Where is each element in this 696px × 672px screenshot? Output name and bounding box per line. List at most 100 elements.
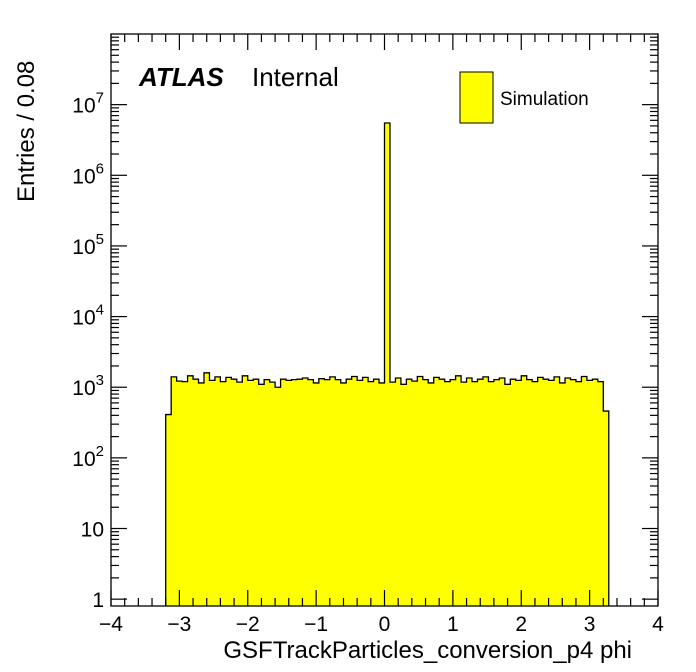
histogram-bar — [171, 376, 178, 606]
histogram-bar — [231, 379, 238, 606]
histogram-bar — [286, 380, 292, 606]
histogram-bar — [433, 377, 440, 606]
histogram-bar — [384, 122, 391, 606]
atlas-label-bold: ATLAS — [138, 62, 224, 92]
x-tick-label: 0 — [379, 613, 391, 636]
histogram-bar — [351, 376, 358, 606]
x-axis-title: GSFTrackParticles_conversion_p4 phi — [223, 637, 632, 664]
legend-label-simulation: Simulation — [500, 89, 589, 110]
x-tick-label: 2 — [515, 613, 527, 636]
histogram-bar — [193, 379, 199, 606]
histogram-bar — [198, 382, 205, 606]
histogram-bar — [488, 381, 495, 606]
histogram-bar — [318, 378, 325, 606]
histogram-bar — [444, 381, 451, 606]
y-tick-label: 107 — [72, 90, 104, 118]
histogram-bar — [570, 379, 577, 606]
x-tick-label: 3 — [584, 613, 596, 636]
histogram-bar — [515, 380, 522, 606]
histogram-bar — [417, 376, 424, 606]
histogram-bar — [176, 381, 183, 606]
histogram-outline — [165, 122, 610, 606]
x-tick-label: 1 — [447, 613, 459, 636]
legend-swatch-simulation — [459, 71, 494, 124]
plot-frame — [110, 33, 659, 607]
histogram-bar — [450, 379, 457, 606]
histogram-bar — [313, 382, 320, 606]
histogram-bar — [439, 379, 446, 606]
y-tick-label: 105 — [72, 231, 104, 259]
histogram-bar — [499, 378, 506, 606]
histogram-bar — [307, 379, 314, 606]
histogram-bar — [236, 382, 243, 606]
histogram-bar — [258, 384, 265, 606]
histogram-bar — [340, 382, 347, 606]
y-tick-labels: 1 10 102 103 104 105 106 107 — [72, 90, 104, 613]
histogram-bar — [565, 378, 571, 606]
x-tick-labels: −4 −3 −2 −1 0 1 2 3 4 — [99, 613, 664, 636]
histogram-bar — [247, 380, 254, 606]
histogram-bar — [504, 384, 511, 606]
histogram-bar — [165, 414, 172, 606]
histogram-bar — [455, 375, 462, 606]
histogram-bar — [220, 381, 227, 606]
histogram-bar — [592, 379, 599, 606]
histogram-bar — [253, 379, 260, 606]
histogram-bar — [472, 381, 478, 606]
histogram-bar — [362, 377, 369, 606]
atlas-label-internal: Internal — [252, 62, 339, 92]
histogram-bar — [209, 380, 216, 606]
histogram-bar — [603, 411, 610, 606]
histogram-bar — [559, 382, 566, 606]
histogram-bar — [581, 376, 588, 606]
histogram-bar — [357, 380, 364, 606]
histogram-bar — [242, 375, 249, 606]
histogram-bars — [165, 122, 610, 606]
y-tick-label: 10 — [81, 519, 104, 542]
histogram-bar — [329, 376, 336, 606]
histogram-bar — [586, 380, 593, 606]
histogram-bar — [291, 379, 298, 606]
histogram-bar — [187, 375, 194, 606]
histogram-bar — [368, 381, 374, 606]
histogram-bar — [395, 378, 402, 606]
x-tick-label: −2 — [236, 613, 260, 636]
atlas-label: ATLAS Internal — [138, 62, 339, 92]
histogram-bar — [422, 379, 429, 606]
axis-ticks — [110, 34, 659, 606]
histogram-bar — [493, 379, 500, 606]
histogram-bar — [597, 381, 604, 606]
histogram-bar — [225, 377, 232, 606]
histogram-bar — [275, 387, 281, 606]
histogram-bar — [335, 379, 342, 606]
histogram-bar — [379, 382, 385, 606]
histogram-bar — [269, 382, 276, 606]
x-tick-label: −3 — [167, 613, 191, 636]
histogram-bar — [428, 382, 435, 606]
y-tick-label: 1 — [92, 589, 104, 612]
histogram-bar — [554, 376, 560, 606]
histogram-bar — [521, 375, 528, 606]
histogram-bar — [526, 379, 533, 606]
legend: Simulation — [459, 71, 589, 124]
histogram-bar — [400, 384, 407, 606]
histogram-bar — [575, 381, 582, 606]
histogram-bar — [324, 379, 331, 606]
histogram-bar — [466, 378, 473, 606]
y-tick-label: 104 — [72, 302, 104, 330]
x-tick-label: −1 — [304, 613, 328, 636]
histogram-bar — [182, 381, 188, 606]
histogram-bar — [510, 379, 517, 606]
y-tick-label: 106 — [72, 160, 104, 188]
histogram-bar — [302, 378, 309, 606]
x-tick-label: −4 — [99, 613, 123, 636]
histogram-bar — [411, 381, 418, 606]
histogram-bar — [537, 377, 544, 606]
x-tick-label: 4 — [652, 613, 664, 636]
y-axis-title: Entries / 0.08 — [13, 61, 40, 202]
histogram-bar — [296, 379, 303, 606]
histogram-bar — [264, 379, 271, 606]
histogram-bar — [203, 372, 210, 606]
histogram-bar — [543, 379, 549, 606]
